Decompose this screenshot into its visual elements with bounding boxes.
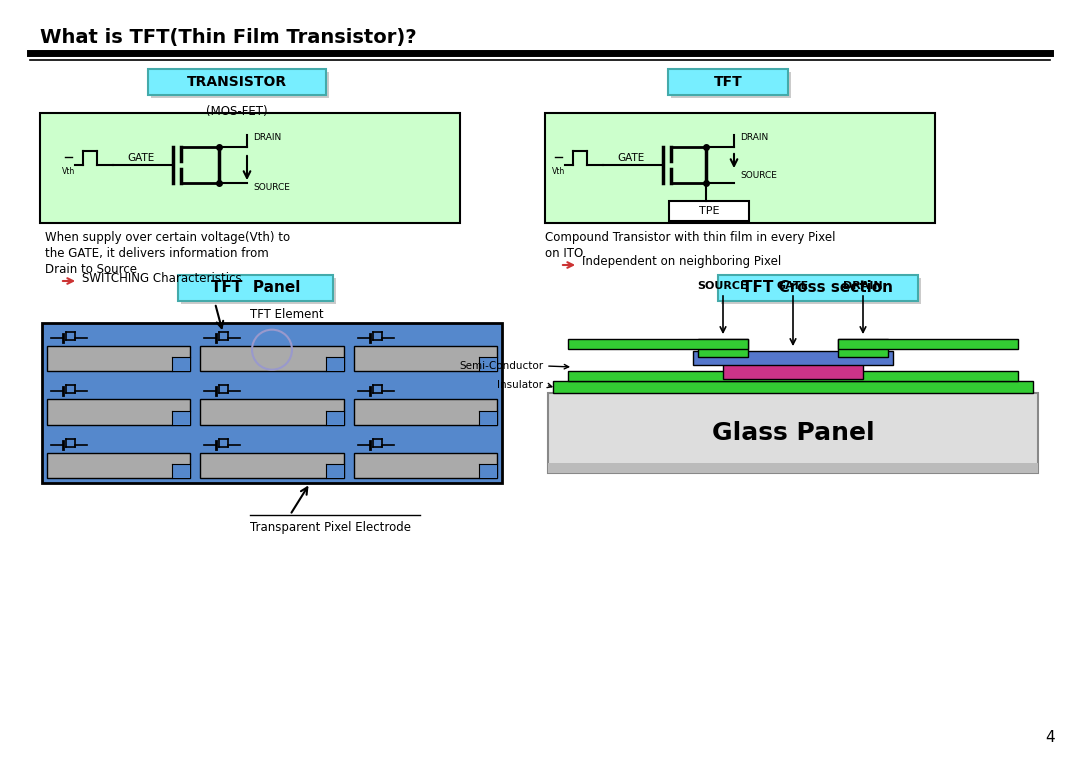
Text: TFT Cross section: TFT Cross section (743, 281, 893, 295)
Bar (42, 323, 502, 483)
Text: GATE: GATE (777, 281, 809, 291)
Text: DRAIN: DRAIN (253, 133, 281, 141)
Bar (568, 371, 1018, 381)
FancyBboxPatch shape (718, 275, 918, 301)
Text: 4: 4 (1045, 730, 1055, 745)
Bar (723, 361, 863, 379)
Bar (326, 357, 343, 372)
Text: Glass Panel: Glass Panel (712, 421, 875, 445)
Text: SOURCE: SOURCE (253, 182, 289, 192)
Bar (553, 381, 1032, 393)
Text: Semi-Conductor: Semi-Conductor (459, 361, 543, 371)
Text: DRAIN: DRAIN (843, 281, 882, 291)
Text: Vth: Vth (63, 167, 76, 176)
Text: Independent on neighboring Pixel: Independent on neighboring Pixel (582, 256, 781, 269)
Text: GATE: GATE (127, 153, 154, 163)
Bar (353, 346, 497, 372)
Text: Insulator: Insulator (497, 380, 543, 390)
FancyBboxPatch shape (721, 278, 921, 304)
Bar (173, 410, 190, 425)
Text: When supply over certain voltage(Vth) to: When supply over certain voltage(Vth) to (45, 231, 291, 244)
Bar (669, 201, 750, 221)
Text: SWITCHING Characteristics: SWITCHING Characteristics (82, 272, 242, 285)
Text: GATE: GATE (617, 153, 645, 163)
Bar (838, 339, 888, 357)
Text: (MOS-FET): (MOS-FET) (206, 105, 268, 118)
Bar (838, 339, 1018, 349)
FancyBboxPatch shape (151, 72, 329, 98)
Bar (548, 393, 1038, 473)
Bar (326, 464, 343, 478)
Bar (48, 452, 190, 478)
Text: the GATE, it delivers information from: the GATE, it delivers information from (45, 247, 269, 260)
Bar (693, 351, 893, 365)
Bar (698, 339, 748, 357)
Bar (353, 399, 497, 425)
Bar (545, 113, 935, 223)
Text: TFT Element: TFT Element (249, 308, 324, 321)
FancyBboxPatch shape (671, 72, 791, 98)
Text: TFT  Panel: TFT Panel (211, 281, 300, 295)
Text: SOURCE: SOURCE (740, 170, 777, 179)
Text: What is TFT(Thin Film Transistor)?: What is TFT(Thin Film Transistor)? (40, 28, 417, 47)
Bar (40, 113, 460, 223)
Bar (200, 452, 343, 478)
Text: TRANSISTOR: TRANSISTOR (187, 75, 287, 89)
Text: Drain to Source: Drain to Source (45, 263, 137, 276)
Bar (480, 410, 497, 425)
Bar (48, 346, 190, 372)
FancyBboxPatch shape (178, 275, 333, 301)
Bar (200, 346, 343, 372)
Bar (548, 463, 1038, 473)
FancyBboxPatch shape (148, 69, 326, 95)
Text: DRAIN: DRAIN (740, 133, 768, 141)
Bar (48, 399, 190, 425)
FancyBboxPatch shape (669, 69, 788, 95)
Bar (200, 399, 343, 425)
Text: Vth: Vth (552, 167, 566, 176)
Bar (480, 357, 497, 372)
Text: TFT: TFT (714, 75, 742, 89)
Text: on ITO.: on ITO. (545, 247, 586, 260)
Bar (353, 452, 497, 478)
Bar (326, 410, 343, 425)
Text: Compound Transistor with thin film in every Pixel: Compound Transistor with thin film in ev… (545, 231, 836, 244)
Bar (173, 357, 190, 372)
Text: Transparent Pixel Electrode: Transparent Pixel Electrode (249, 521, 411, 534)
FancyBboxPatch shape (181, 278, 336, 304)
Bar (568, 339, 748, 349)
Text: SOURCE: SOURCE (698, 281, 748, 291)
Text: TPE: TPE (699, 206, 719, 216)
Bar (173, 464, 190, 478)
Bar (480, 464, 497, 478)
